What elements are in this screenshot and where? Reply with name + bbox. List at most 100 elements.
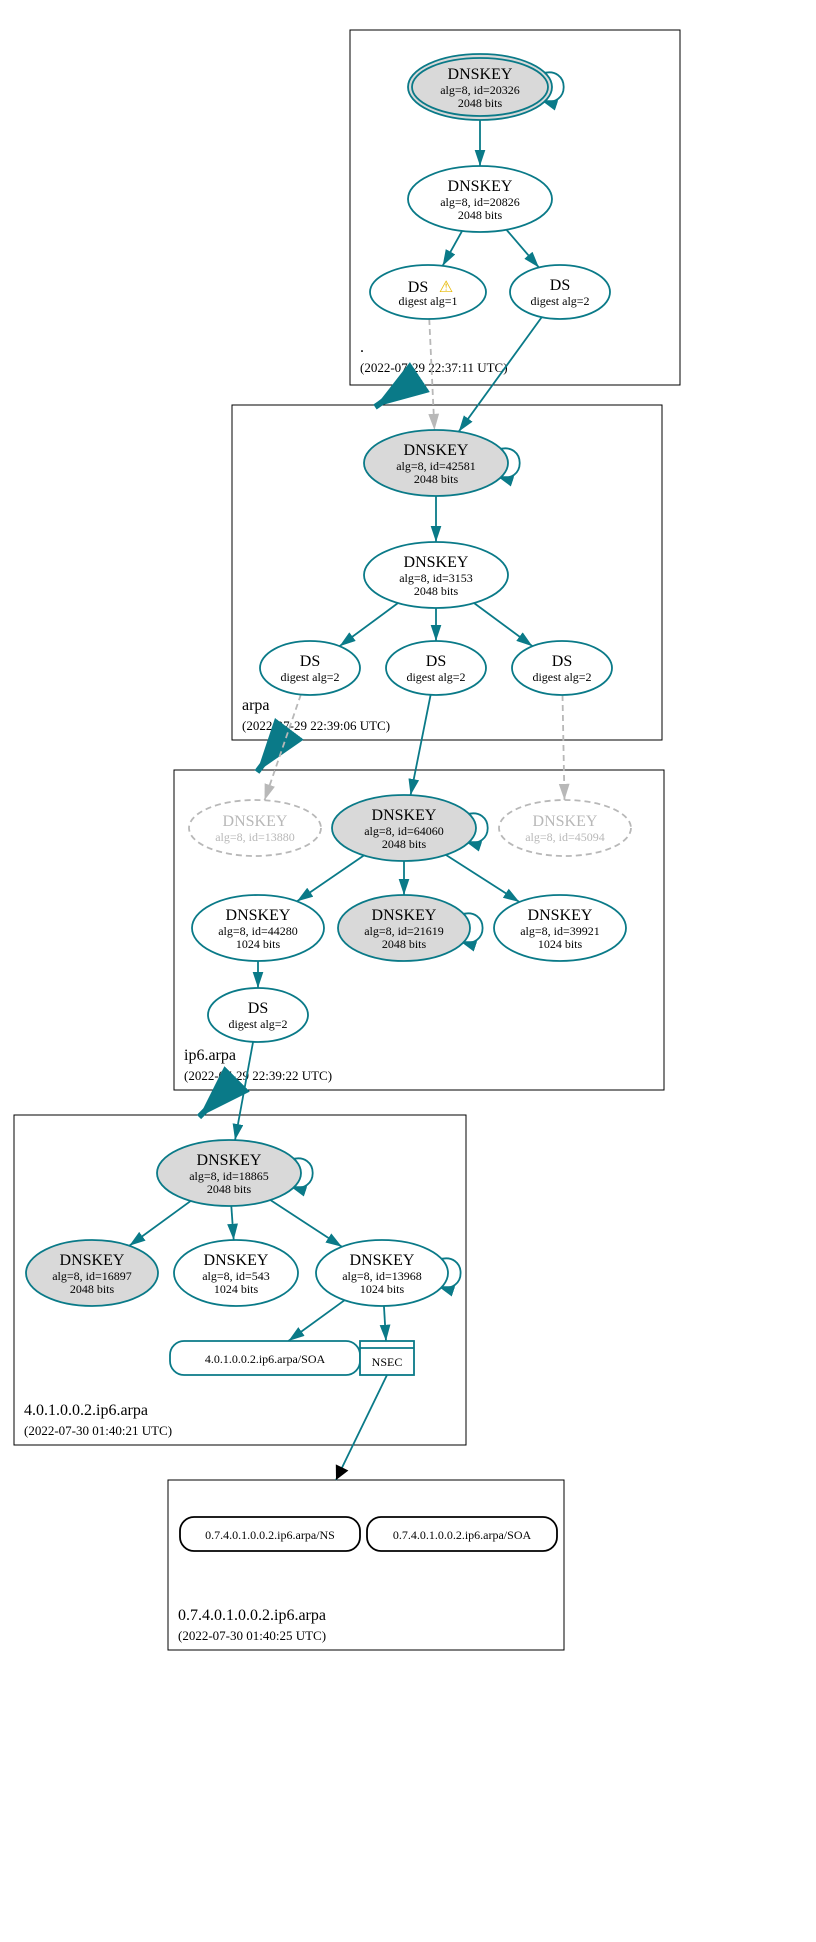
node-n_ip6_13880: DNSKEYalg=8, id=13880	[189, 800, 321, 856]
svg-text:DS: DS	[550, 277, 570, 294]
node-n_arpa_ds_a: DSdigest alg=2	[260, 641, 360, 695]
svg-text:DNSKEY: DNSKEY	[448, 178, 513, 195]
svg-text:DNSKEY: DNSKEY	[404, 554, 469, 571]
svg-text:DNSKEY: DNSKEY	[197, 1152, 262, 1169]
node-n_root_ksk: DNSKEYalg=8, id=203262048 bits	[408, 54, 552, 120]
svg-text:digest alg=2: digest alg=2	[406, 670, 465, 684]
node-n_arpa_zsk: DNSKEYalg=8, id=31532048 bits	[364, 542, 508, 608]
edge	[474, 603, 532, 646]
svg-text:2048 bits: 2048 bits	[458, 96, 503, 110]
svg-text:alg=8, id=21619: alg=8, id=21619	[364, 924, 444, 938]
svg-text:DNSKEY: DNSKEY	[204, 1252, 269, 1269]
svg-text:2048 bits: 2048 bits	[207, 1182, 252, 1196]
node-n_07_ns: 0.7.4.0.1.0.0.2.ip6.arpa/NS	[180, 1517, 360, 1551]
svg-text:alg=8, id=13968: alg=8, id=13968	[342, 1269, 422, 1283]
node-n_4_16897: DNSKEYalg=8, id=168972048 bits	[26, 1240, 158, 1306]
svg-text:alg=8, id=18865: alg=8, id=18865	[189, 1169, 269, 1183]
svg-text:digest alg=2: digest alg=2	[530, 294, 589, 308]
node-n_root_ds2: DSdigest alg=2	[510, 265, 610, 319]
node-n_root_ds1: DS⚠digest alg=1	[370, 265, 486, 319]
node-n_4_543: DNSKEYalg=8, id=5431024 bits	[174, 1240, 298, 1306]
svg-text:digest alg=2: digest alg=2	[228, 1017, 287, 1031]
svg-text:DNSKEY: DNSKEY	[448, 66, 513, 83]
svg-text:alg=8, id=3153: alg=8, id=3153	[399, 571, 473, 585]
zone-timestamp: (2022-07-30 01:40:25 UTC)	[178, 1628, 326, 1643]
svg-text:DNSKEY: DNSKEY	[372, 907, 437, 924]
svg-text:1024 bits: 1024 bits	[236, 937, 281, 951]
svg-text:DNSKEY: DNSKEY	[226, 907, 291, 924]
svg-text:2048 bits: 2048 bits	[70, 1282, 115, 1296]
edge	[411, 695, 431, 795]
svg-text:2048 bits: 2048 bits	[458, 208, 503, 222]
node-n_ip6_45094: DNSKEYalg=8, id=45094	[499, 800, 631, 856]
dnssec-diagram: .(2022-07-29 22:37:11 UTC)arpa(2022-07-2…	[0, 0, 816, 1942]
svg-text:DNSKEY: DNSKEY	[533, 813, 598, 830]
zone-timestamp: (2022-07-29 22:37:11 UTC)	[360, 360, 508, 375]
svg-text:alg=8, id=20826: alg=8, id=20826	[440, 195, 520, 209]
zone-label: 0.7.4.0.1.0.0.2.ip6.arpa	[178, 1607, 326, 1624]
zone-arrow	[199, 1090, 224, 1117]
node-n_4_soa: 4.0.1.0.0.2.ip6.arpa/SOA	[170, 1341, 360, 1375]
svg-text:DNSKEY: DNSKEY	[372, 807, 437, 824]
svg-text:alg=8, id=45094: alg=8, id=45094	[525, 830, 605, 844]
svg-text:alg=8, id=543: alg=8, id=543	[202, 1269, 270, 1283]
zone-timestamp: (2022-07-29 22:39:22 UTC)	[184, 1068, 332, 1083]
zone-label: ip6.arpa	[184, 1047, 236, 1064]
zone-label: arpa	[242, 697, 270, 714]
edge	[384, 1306, 386, 1341]
edge	[506, 230, 539, 268]
edge	[297, 855, 364, 901]
edge	[231, 1206, 233, 1240]
nsec-edge	[336, 1375, 387, 1480]
svg-text:0.7.4.0.1.0.0.2.ip6.arpa/NS: 0.7.4.0.1.0.0.2.ip6.arpa/NS	[205, 1528, 335, 1542]
node-n_ip6_ds: DSdigest alg=2	[208, 988, 308, 1042]
zone-label: 4.0.1.0.0.2.ip6.arpa	[24, 1402, 148, 1419]
svg-text:alg=8, id=13880: alg=8, id=13880	[215, 830, 295, 844]
node-n_ip6_39921: DNSKEYalg=8, id=399211024 bits	[494, 895, 626, 961]
svg-text:NSEC: NSEC	[372, 1355, 403, 1369]
svg-text:1024 bits: 1024 bits	[360, 1282, 405, 1296]
node-n_4_nsec: NSEC	[360, 1341, 414, 1375]
svg-text:2048 bits: 2048 bits	[414, 472, 459, 486]
node-n_arpa_ds_b: DSdigest alg=2	[386, 641, 486, 695]
svg-text:1024 bits: 1024 bits	[214, 1282, 259, 1296]
edge	[265, 695, 301, 801]
edge	[129, 1201, 190, 1246]
svg-text:alg=8, id=42581: alg=8, id=42581	[396, 459, 476, 473]
svg-text:alg=8, id=39921: alg=8, id=39921	[520, 924, 600, 938]
svg-text:2048 bits: 2048 bits	[382, 937, 427, 951]
zone-arrow	[257, 740, 282, 772]
svg-text:DS: DS	[248, 1000, 268, 1017]
node-n_4_18865: DNSKEYalg=8, id=188652048 bits	[157, 1140, 301, 1206]
svg-text:DS: DS	[426, 653, 446, 670]
svg-text:1024 bits: 1024 bits	[538, 937, 583, 951]
svg-text:DNSKEY: DNSKEY	[223, 813, 288, 830]
node-n_07_soa: 0.7.4.0.1.0.0.2.ip6.arpa/SOA	[367, 1517, 557, 1551]
svg-text:DNSKEY: DNSKEY	[60, 1252, 125, 1269]
node-n_ip6_21619: DNSKEYalg=8, id=216192048 bits	[338, 895, 470, 961]
zone-timestamp: (2022-07-30 01:40:21 UTC)	[24, 1423, 172, 1438]
edge	[446, 855, 520, 902]
edge	[443, 231, 463, 266]
svg-text:digest alg=2: digest alg=2	[280, 670, 339, 684]
node-n_root_zsk: DNSKEYalg=8, id=208262048 bits	[408, 166, 552, 232]
zone-z_07401002	[168, 1480, 564, 1650]
edge	[270, 1200, 342, 1247]
node-n_4_13968: DNSKEYalg=8, id=139681024 bits	[316, 1240, 448, 1306]
node-n_arpa_ksk: DNSKEYalg=8, id=425812048 bits	[364, 430, 508, 496]
svg-text:DS: DS	[552, 653, 572, 670]
svg-text:alg=8, id=44280: alg=8, id=44280	[218, 924, 298, 938]
node-n_arpa_ds_c: DSdigest alg=2	[512, 641, 612, 695]
svg-text:digest alg=2: digest alg=2	[532, 670, 591, 684]
svg-text:alg=8, id=64060: alg=8, id=64060	[364, 824, 444, 838]
svg-text:4.0.1.0.0.2.ip6.arpa/SOA: 4.0.1.0.0.2.ip6.arpa/SOA	[205, 1352, 326, 1366]
zone-timestamp: (2022-07-29 22:39:06 UTC)	[242, 718, 390, 733]
edge	[340, 603, 398, 646]
edge	[563, 695, 565, 800]
svg-text:DS: DS	[300, 653, 320, 670]
svg-text:DNSKEY: DNSKEY	[350, 1252, 415, 1269]
zone-arrow	[375, 385, 400, 407]
node-n_ip6_64060: DNSKEYalg=8, id=640602048 bits	[332, 795, 476, 861]
svg-text:alg=8, id=16897: alg=8, id=16897	[52, 1269, 132, 1283]
edge	[288, 1300, 344, 1341]
